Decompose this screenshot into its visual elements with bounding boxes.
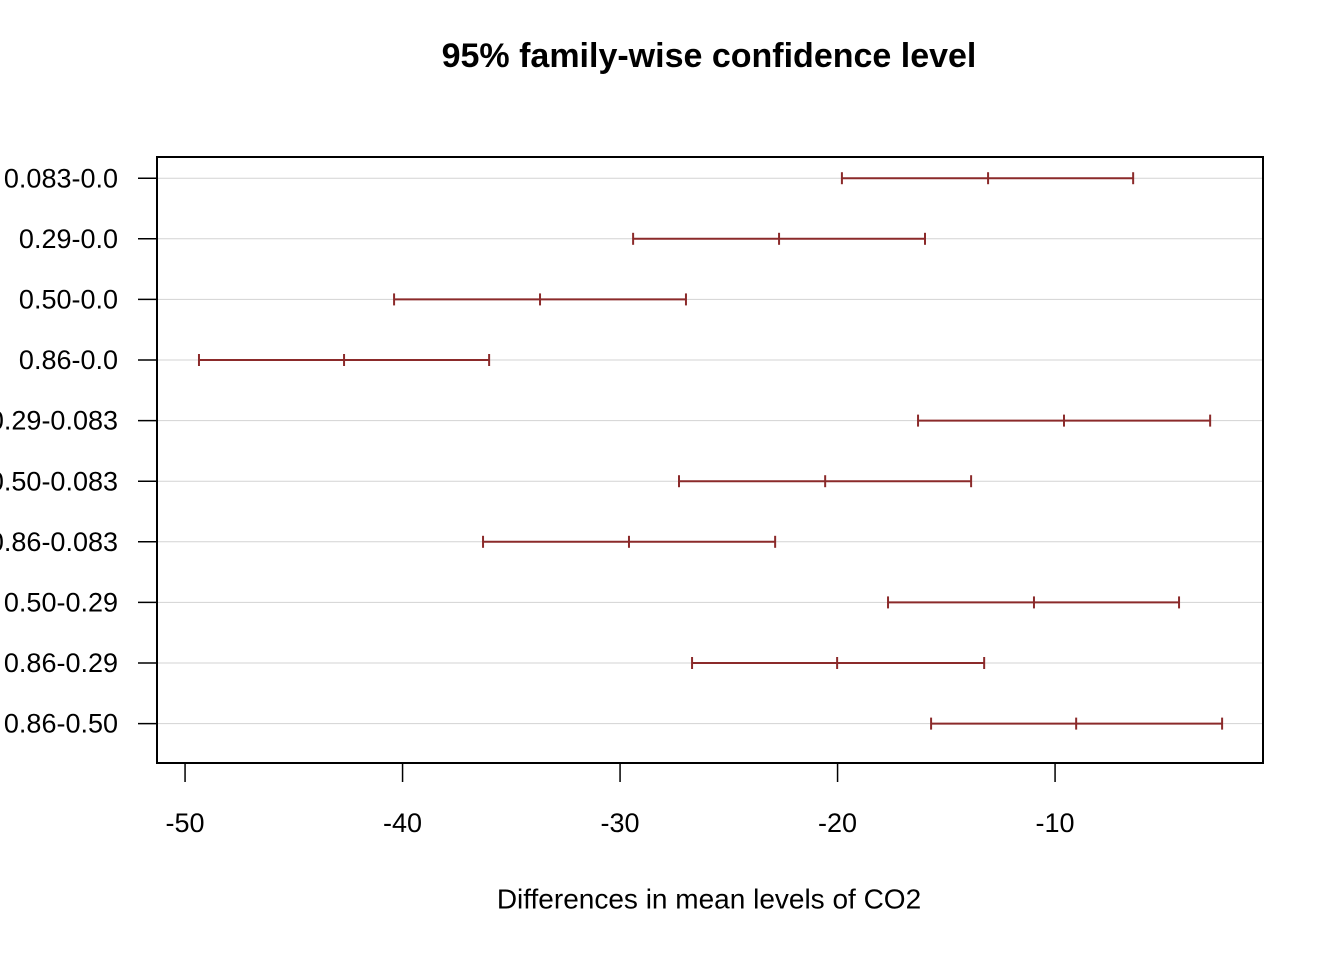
- y-tick-label: 0.50-0.29: [4, 588, 118, 618]
- x-tick-label: -50: [166, 808, 205, 838]
- y-tick-label: 0.86-0.083: [0, 527, 118, 557]
- x-axis-label: Differences in mean levels of CO2: [497, 883, 921, 914]
- plot-frame: [156, 156, 1264, 764]
- y-tick-label: 0.86-0.0: [19, 345, 118, 375]
- y-tick-label: 0.50-0.0: [19, 285, 118, 315]
- y-tick-label: 0.29-0.0: [19, 224, 118, 254]
- y-tick-label: 0.29-0.083: [0, 406, 118, 436]
- chart-title: 95% family-wise confidence level: [442, 37, 977, 75]
- x-tick-label: -40: [383, 808, 422, 838]
- y-tick-label: 0.083-0.0: [4, 163, 118, 193]
- x-tick-label: -30: [601, 808, 640, 838]
- y-tick-label: 0.50-0.083: [0, 466, 118, 496]
- x-tick-label: -10: [1036, 808, 1075, 838]
- x-tick-label: -20: [818, 808, 857, 838]
- y-tick-label: 0.86-0.29: [4, 648, 118, 678]
- y-tick-label: 0.86-0.50: [4, 709, 118, 739]
